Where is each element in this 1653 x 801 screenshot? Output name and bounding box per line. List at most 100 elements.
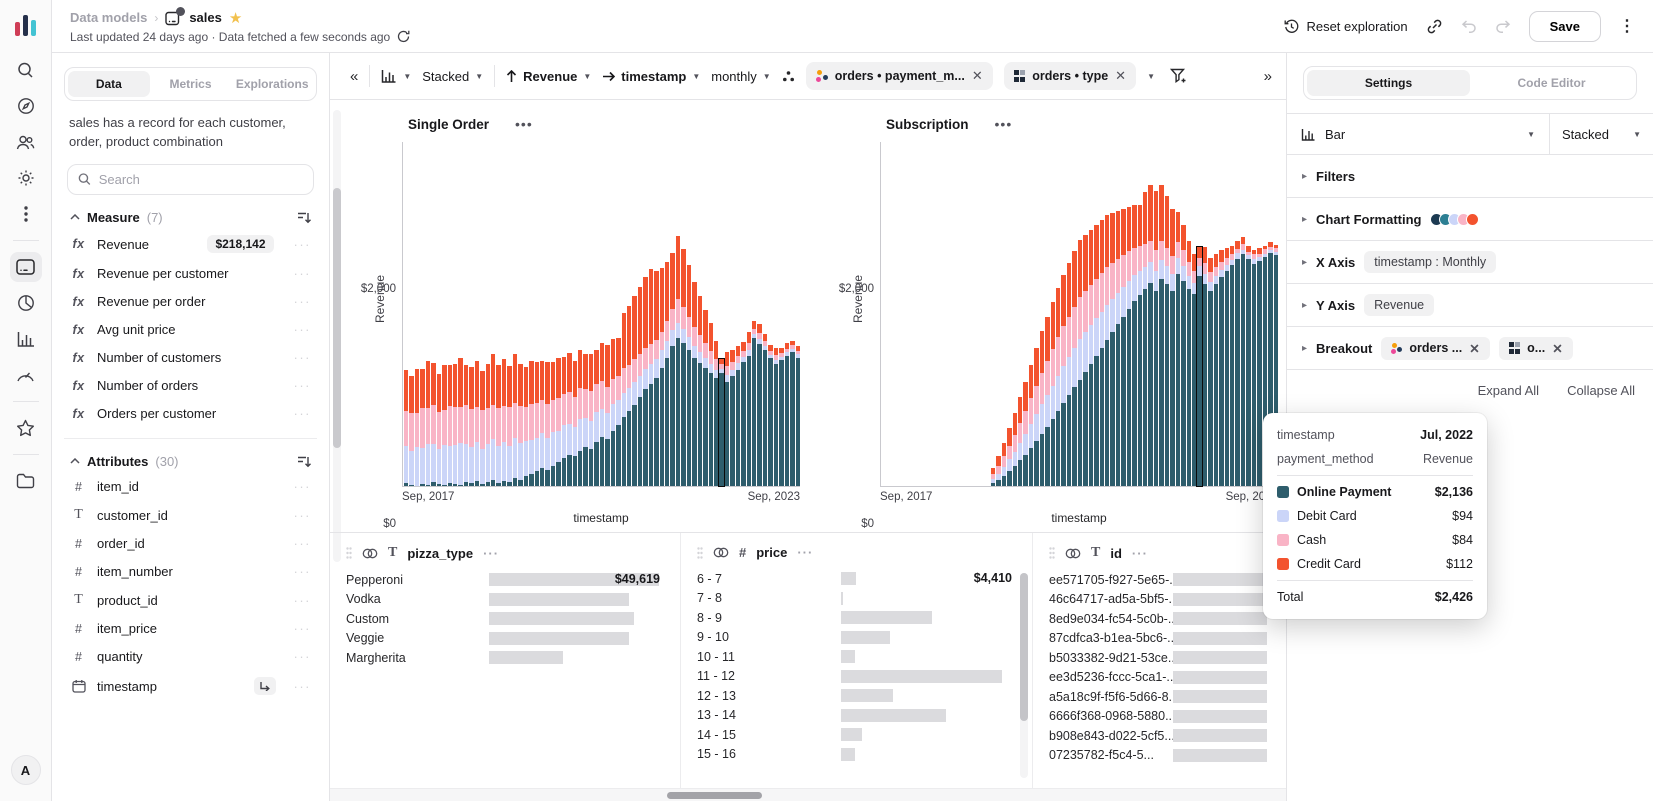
more-icon[interactable]: ··· xyxy=(293,621,311,637)
breakout-cluster-icon[interactable] xyxy=(782,70,795,83)
stacked-bar[interactable] xyxy=(1077,239,1083,486)
stacked-bar[interactable] xyxy=(1170,209,1175,486)
stacked-bar[interactable] xyxy=(735,346,741,486)
stacked-bar[interactable] xyxy=(518,363,523,486)
stacked-bar[interactable] xyxy=(1246,245,1251,486)
stacked-bar[interactable] xyxy=(1196,245,1203,488)
stacked-bar[interactable] xyxy=(409,375,414,486)
refresh-icon[interactable] xyxy=(397,30,410,43)
users-icon[interactable] xyxy=(10,127,42,157)
more-icon[interactable]: ··· xyxy=(293,236,311,252)
stacked-bar[interactable] xyxy=(1028,364,1034,486)
horizontal-scrollbar[interactable] xyxy=(330,788,1286,801)
stacked-bar[interactable] xyxy=(1061,275,1066,486)
summary-row[interactable]: 87cdfca3-b1ea-5bc6-... xyxy=(1049,629,1270,649)
chart-menu-icon[interactable]: ••• xyxy=(994,116,1013,132)
stacked-bar[interactable] xyxy=(795,346,800,486)
measure-item[interactable]: fx Revenue per order ··· xyxy=(64,288,317,316)
gauge-icon[interactable] xyxy=(10,360,42,390)
summary-row[interactable]: 13 - 14 xyxy=(697,706,1016,726)
section-y-axis[interactable]: ▸ Y Axis Revenue xyxy=(1287,284,1653,327)
add-filter-icon[interactable] xyxy=(1170,68,1187,84)
stacked-bar[interactable] xyxy=(1186,240,1191,486)
stacked-bar[interactable] xyxy=(594,349,599,486)
folder-icon[interactable] xyxy=(10,466,42,496)
summary-row[interactable]: 9 - 10 xyxy=(697,628,1016,648)
save-button[interactable]: Save xyxy=(1528,10,1601,42)
stacked-bar[interactable] xyxy=(1088,229,1094,486)
stacked-bar[interactable] xyxy=(1213,254,1219,486)
stacked-bar[interactable] xyxy=(480,370,485,486)
measure-item[interactable]: fx Revenue per customer ··· xyxy=(64,260,317,288)
attribute-item[interactable]: # item_id ··· xyxy=(64,473,317,501)
more-icon[interactable]: ··· xyxy=(293,479,311,495)
redo-icon[interactable] xyxy=(1495,19,1511,33)
summary-row[interactable]: 15 - 16 xyxy=(697,745,1016,765)
stacked-bar[interactable] xyxy=(626,305,632,486)
compass-icon[interactable] xyxy=(10,91,42,121)
stacked-bar[interactable] xyxy=(773,348,779,486)
collapse-all-link[interactable]: Collapse All xyxy=(1567,383,1635,398)
stacked-bar[interactable] xyxy=(1121,209,1126,486)
stacked-bar[interactable] xyxy=(1153,191,1159,486)
share-link-icon[interactable] xyxy=(1426,18,1443,35)
summary-row[interactable]: 46c64717-ad5a-5bf5-... xyxy=(1049,590,1270,610)
measure-item[interactable]: fx Orders per customer ··· xyxy=(64,400,317,428)
stacked-bar[interactable] xyxy=(556,357,561,486)
summary-row[interactable]: 7 - 8 xyxy=(697,589,1016,609)
more-icon[interactable]: ··· xyxy=(293,536,311,552)
measure-item[interactable]: fx Revenue $218,142 ··· xyxy=(64,229,317,260)
stacked-bar[interactable] xyxy=(718,357,725,488)
date-hierarchy-button[interactable] xyxy=(253,677,276,696)
stacked-bar[interactable] xyxy=(1273,244,1278,486)
stacked-bar[interactable] xyxy=(545,361,550,486)
summary-row[interactable]: ee3d5236-fccc-5ca1-... xyxy=(1049,668,1270,688)
breakout-pill-2[interactable]: o... ✕ xyxy=(1498,336,1573,360)
stacked-bar[interactable] xyxy=(1181,224,1186,486)
stacked-bar[interactable] xyxy=(583,353,588,486)
chevron-up-icon[interactable] xyxy=(70,458,80,464)
stacked-bar[interactable] xyxy=(654,271,659,486)
bar-chart-icon[interactable] xyxy=(10,324,42,354)
favorites-star-icon[interactable] xyxy=(10,413,42,443)
tab-metrics[interactable]: Metrics xyxy=(169,77,212,91)
summary-row[interactable]: 12 - 13 xyxy=(697,686,1016,706)
summary-row[interactable]: Margherita xyxy=(346,648,664,668)
stacked-bar[interactable] xyxy=(1230,245,1235,486)
stacked-bar[interactable] xyxy=(784,343,790,486)
search-icon[interactable] xyxy=(10,55,42,85)
pie-chart-icon[interactable] xyxy=(10,288,42,318)
drag-handle-icon[interactable] xyxy=(697,546,703,559)
stacked-bar[interactable] xyxy=(648,269,654,486)
stacked-bar[interactable] xyxy=(414,368,420,486)
granularity-dropdown[interactable]: monthly ▼ xyxy=(711,68,771,84)
summary-row[interactable]: Custom xyxy=(346,609,664,629)
stacked-bar[interactable] xyxy=(713,341,719,486)
viz-type-dropdown[interactable]: Bar ▼ xyxy=(1287,114,1549,154)
more-icon[interactable]: ··· xyxy=(293,350,311,366)
attribute-item[interactable]: # item_price ··· xyxy=(64,615,317,643)
stacked-bar[interactable] xyxy=(692,282,697,486)
expand-right-icon[interactable]: » xyxy=(1263,67,1272,85)
stacked-bar[interactable] xyxy=(659,268,664,486)
stacked-bar[interactable] xyxy=(686,265,692,486)
chevron-up-icon[interactable] xyxy=(70,214,80,220)
stacked-bar[interactable] xyxy=(507,365,512,486)
stacked-bar[interactable] xyxy=(572,360,577,486)
stacked-bar[interactable] xyxy=(1143,192,1148,486)
tab-explorations[interactable]: Explorations xyxy=(235,77,309,91)
drag-handle-icon[interactable] xyxy=(1049,547,1055,559)
stacked-bar[interactable] xyxy=(616,338,621,486)
stacked-bar[interactable] xyxy=(404,369,409,486)
stacked-bar[interactable] xyxy=(1001,442,1007,486)
stacked-bar[interactable] xyxy=(1257,247,1262,486)
summary-row[interactable]: 8ed9e034-fc54-5c0b-... xyxy=(1049,609,1270,629)
breadcrumb-root[interactable]: Data models xyxy=(70,10,148,25)
stacked-bar[interactable] xyxy=(1012,413,1017,486)
summary-row[interactable]: Veggie xyxy=(346,629,664,649)
summary-row[interactable]: 14 - 15 xyxy=(697,725,1016,745)
stacked-bar[interactable] xyxy=(681,249,686,486)
close-icon[interactable]: ✕ xyxy=(1115,68,1127,83)
